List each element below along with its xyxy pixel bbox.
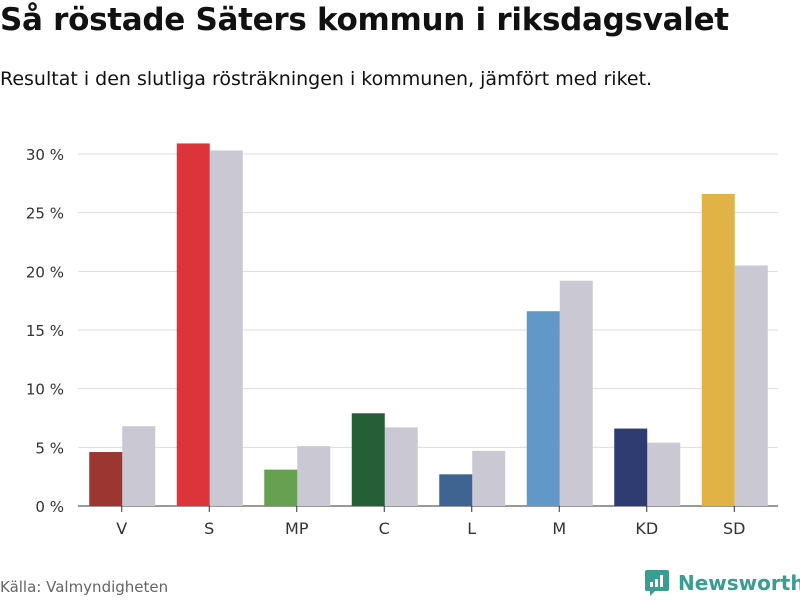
x-tick-label: S bbox=[204, 519, 214, 538]
bar-riket-mp bbox=[297, 446, 331, 506]
source-note: Källa: Valmyndigheten bbox=[0, 578, 169, 596]
x-tick-label: MP bbox=[285, 519, 309, 538]
bar-riket-s bbox=[209, 150, 243, 507]
y-tick-label: 0 % bbox=[35, 498, 64, 516]
bar-chart: 0 % 5 % 10 % 15 % 20 % 25 % 30 % V S MP C L M KD SD bbox=[26, 143, 778, 538]
x-tick-label: SD bbox=[723, 519, 745, 538]
chart-title: Så röstade Säters kommun i riksdagsvalet bbox=[0, 2, 729, 38]
x-tick-label: L bbox=[467, 519, 476, 538]
bar-kommun-c bbox=[351, 413, 385, 506]
chart-subtitle: Resultat i den slutliga rösträkningen i … bbox=[0, 68, 653, 90]
y-tick-label: 25 % bbox=[26, 205, 64, 223]
bar-kommun-kd bbox=[614, 428, 648, 506]
bar-kommun-sd bbox=[701, 193, 735, 507]
brand-logo: Newsworthy bbox=[644, 568, 800, 598]
bar-riket-m bbox=[559, 280, 593, 506]
y-tick-label: 30 % bbox=[26, 146, 64, 164]
x-tick-label: KD bbox=[635, 519, 658, 538]
bar-riket-v bbox=[122, 426, 156, 506]
bar-riket-l bbox=[472, 450, 506, 506]
y-tick-label: 10 % bbox=[26, 381, 64, 399]
bar-kommun-m bbox=[526, 311, 560, 506]
y-axis-tick-labels: 0 % 5 % 10 % 15 % 20 % 25 % 30 % bbox=[26, 146, 64, 516]
bar-kommun-mp bbox=[264, 469, 298, 506]
bar-chart-badge-icon bbox=[645, 570, 669, 596]
x-tick-label: C bbox=[379, 519, 390, 538]
bars bbox=[89, 143, 768, 507]
bar-riket-sd bbox=[734, 265, 768, 506]
bar-kommun-v bbox=[89, 452, 123, 506]
x-axis-tick-labels: V S MP C L M KD SD bbox=[116, 506, 745, 538]
brand-name: Newsworthy bbox=[678, 571, 800, 595]
bar-riket-c bbox=[384, 427, 418, 506]
y-tick-label: 20 % bbox=[26, 263, 64, 281]
y-tick-label: 15 % bbox=[26, 322, 64, 340]
x-tick-label: M bbox=[552, 519, 566, 538]
bar-riket-kd bbox=[647, 442, 681, 506]
bar-kommun-l bbox=[439, 474, 473, 506]
y-tick-label: 5 % bbox=[35, 439, 64, 457]
bar-kommun-s bbox=[176, 143, 210, 506]
x-tick-label: V bbox=[116, 519, 127, 538]
